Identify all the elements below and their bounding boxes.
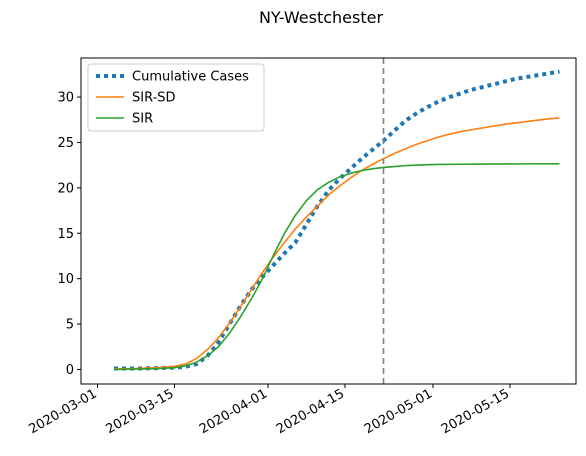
series-line-1 bbox=[113, 117, 560, 370]
y-tick-label-0: 0 bbox=[66, 363, 74, 378]
series-line-0 bbox=[114, 69, 560, 371]
axes-frame bbox=[80, 57, 577, 385]
legend-box bbox=[87, 63, 265, 132]
x-tick-label-3: 2020-04-15 bbox=[274, 386, 347, 437]
y-tick-label-30: 30 bbox=[57, 91, 74, 106]
y-tick-label-25: 25 bbox=[57, 136, 74, 151]
x-tick-label-0: 2020-03-01 bbox=[27, 386, 100, 437]
plot-area bbox=[113, 58, 560, 384]
y-tick-label-15: 15 bbox=[57, 227, 74, 242]
plot-lines bbox=[113, 58, 560, 384]
y-tick-label-20: 20 bbox=[57, 181, 74, 196]
legend-label-0: Cumulative Cases bbox=[132, 70, 249, 85]
series-line-2 bbox=[113, 162, 560, 371]
chart-title: NY-Westchester bbox=[259, 8, 384, 27]
y-tick-label-5: 5 bbox=[66, 318, 74, 333]
legend-label-2: SIR bbox=[132, 112, 153, 127]
x-tick-label-2: 2020-04-01 bbox=[197, 386, 270, 437]
legend: Cumulative Cases SIR-SD SIR bbox=[87, 63, 265, 132]
y-tick-label-10: 10 bbox=[57, 272, 74, 287]
x-tick-label-5: 2020-05-15 bbox=[439, 386, 512, 437]
x-tick-label-4: 2020-05-01 bbox=[362, 386, 435, 437]
legend-label-1: SIR-SD bbox=[132, 91, 176, 106]
x-tick-label-1: 2020-03-15 bbox=[104, 386, 177, 437]
